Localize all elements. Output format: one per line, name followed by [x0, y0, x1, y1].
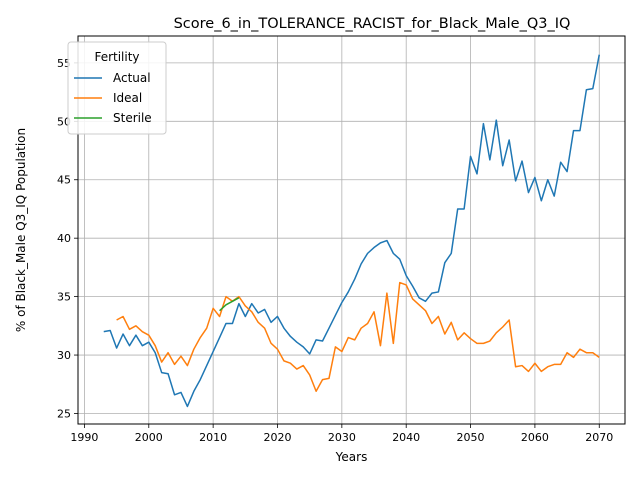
legend-label-actual: Actual	[113, 71, 151, 85]
y-tick-label: 25	[57, 407, 71, 420]
series-lines	[103, 54, 600, 408]
chart-title: Score_6_in_TOLERANCE_RACIST_for_Black_Ma…	[174, 16, 571, 32]
x-axis-label: Years	[335, 450, 368, 464]
x-tick-label: 2060	[521, 431, 549, 444]
x-tick-label: 2020	[263, 431, 291, 444]
legend-title: Fertility	[94, 50, 139, 64]
series-line-ideal	[116, 281, 600, 393]
x-axis-ticks: 1990 2000 2010 2020 2030 2040 2050 2060 2070	[70, 424, 613, 444]
x-tick-label: 1990	[70, 431, 98, 444]
legend-label-ideal: Ideal	[113, 91, 142, 105]
x-tick-label: 2000	[135, 431, 163, 444]
y-tick-label: 35	[57, 291, 71, 304]
legend: Fertility Actual Ideal Sterile	[67, 41, 167, 135]
legend-label-sterile: Sterile	[113, 111, 152, 125]
y-tick-label: 40	[57, 232, 71, 245]
legend-items: Actual Ideal Sterile	[74, 71, 152, 125]
legend-box	[67, 41, 167, 135]
x-tick-label: 2050	[457, 431, 485, 444]
plot-frame	[77, 35, 626, 425]
x-tick-label: 2040	[392, 431, 420, 444]
x-tick-label: 2030	[328, 431, 356, 444]
series-line-sterile	[219, 297, 240, 312]
x-tick-label: 2010	[199, 431, 227, 444]
grid-lines	[78, 36, 625, 424]
series-line-actual	[103, 54, 600, 408]
y-tick-label: 30	[57, 349, 71, 362]
x-tick-label: 2070	[585, 431, 613, 444]
y-tick-label: 45	[57, 174, 71, 187]
y-axis-label: % of Black_Male Q3_IQ Population	[14, 128, 28, 332]
